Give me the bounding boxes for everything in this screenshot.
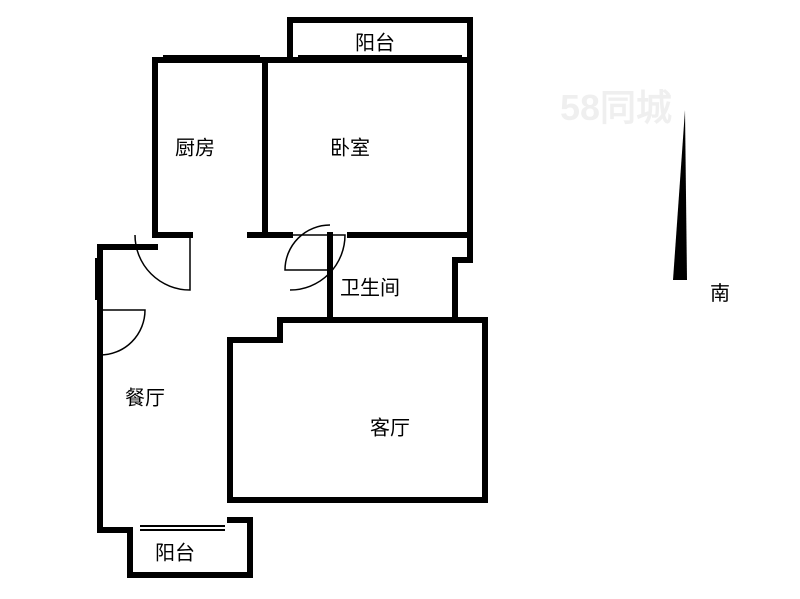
watermark: 58同城 (560, 87, 672, 128)
room-label-living: 客厅 (370, 417, 410, 440)
room-label-bathroom: 卫生间 (340, 277, 400, 300)
room-label-dining: 餐厅 (125, 387, 165, 410)
room-label-bedroom: 卧室 (330, 137, 370, 160)
canvas-background (0, 0, 800, 599)
compass-label: 南 (710, 282, 730, 305)
room-label-balcony-top: 阳台 (355, 32, 395, 55)
room-label-balcony-bottom: 阳台 (155, 542, 195, 565)
room-label-kitchen: 厨房 (175, 137, 215, 160)
